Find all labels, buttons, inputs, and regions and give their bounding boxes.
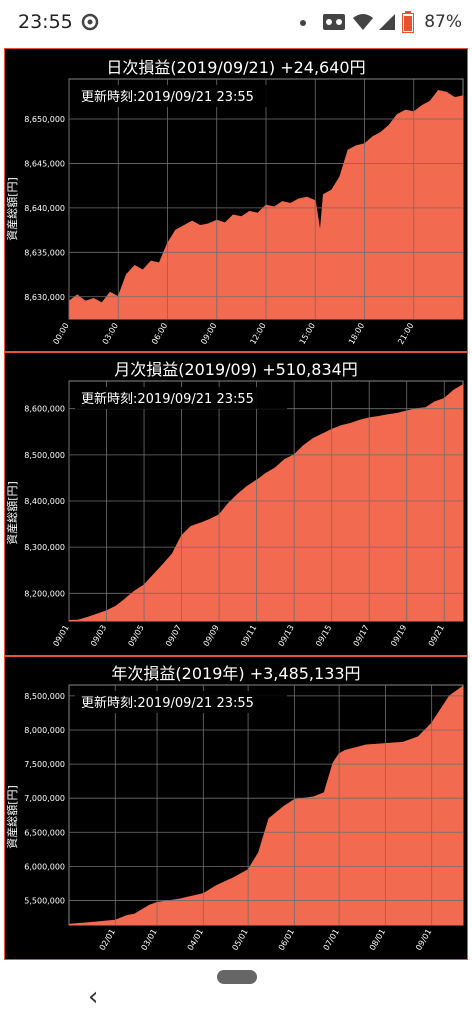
y-axis-label: 資産総額[円] — [5, 177, 19, 241]
daily-chart-panel: 日次損益(2019/09/21) +24,640円 資産総額[円] 8,630,… — [4, 48, 468, 352]
status-time: 23:55 — [18, 11, 73, 33]
yearly-chart-panel: 年次損益(2019年) +3,485,133円 資産総額[円] 5,500,00… — [4, 656, 468, 960]
area-series — [68, 685, 464, 926]
x-tick-label: 12:00 — [248, 322, 267, 346]
x-tick-label: 09/17 — [352, 624, 371, 648]
update-time-label: 更新時刻:2019/09/21 23:55 — [81, 391, 254, 407]
x-tick-label: 09/03 — [89, 624, 108, 648]
y-tick-label: 5,500,000 — [24, 896, 65, 905]
x-tick-label: 06:00 — [150, 322, 169, 346]
yearly-pnl-chart: 年次損益(2019年) +3,485,133円 資産総額[円] 5,500,00… — [5, 664, 464, 952]
update-time-label: 更新時刻:2019/09/21 23:55 — [81, 89, 254, 105]
y-tick-label: 8,400,000 — [24, 497, 65, 506]
x-tick-label: 09/21 — [427, 624, 446, 648]
y-tick-label: 8,500,000 — [24, 692, 65, 701]
x-tick-label: 09/05 — [126, 624, 145, 648]
y-tick-label: 8,645,000 — [24, 159, 65, 168]
area-series — [68, 383, 464, 622]
x-tick-label: 09/07 — [164, 624, 183, 648]
x-tick-label: 04/01 — [186, 928, 205, 952]
subtitle-box — [75, 85, 287, 107]
x-tick-label: 09/13 — [277, 624, 296, 648]
battery-percent: 87% — [424, 12, 462, 32]
y-tick-label: 7,500,000 — [24, 760, 65, 769]
chart-title: 月次損益(2019/09) +510,834円 — [114, 360, 358, 379]
monthly-chart-panel: 月次損益(2019/09) +510,834円 資産総額[円] 8,200,00… — [4, 352, 468, 656]
chart-title: 日次損益(2019/09/21) +24,640円 — [106, 58, 365, 77]
x-tick-label: 21:00 — [396, 322, 415, 346]
x-tick-label: 06/01 — [277, 928, 296, 952]
daily-pnl-chart: 日次損益(2019/09/21) +24,640円 資産総額[円] 8,630,… — [5, 58, 464, 346]
monthly-pnl-chart: 月次損益(2019/09) +510,834円 資産総額[円] 8,200,00… — [5, 360, 464, 648]
x-tick-label: 09/01 — [51, 624, 70, 648]
y-axis-label: 資産総額[円] — [5, 785, 19, 849]
sync-icon — [81, 13, 99, 31]
y-tick-label: 6,000,000 — [24, 862, 65, 871]
y-axis-label: 資産総額[円] — [5, 481, 19, 545]
subtitle-box — [75, 691, 287, 713]
battery-icon — [402, 11, 414, 33]
x-tick-label: 03:00 — [101, 322, 120, 346]
x-tick-label: 02/01 — [98, 928, 117, 952]
x-tick-label: 09:00 — [199, 322, 218, 346]
x-tick-label: 09/09 — [202, 624, 221, 648]
dot-icon — [300, 20, 306, 26]
update-time-label: 更新時刻:2019/09/21 23:55 — [81, 695, 254, 711]
x-tick-label: 05/01 — [230, 928, 249, 952]
status-bar: 23:55 87% — [0, 0, 472, 46]
subtitle-box — [75, 387, 287, 409]
y-tick-label: 8,600,000 — [24, 405, 65, 414]
wifi-icon — [353, 14, 373, 30]
x-tick-label: 00:00 — [51, 322, 70, 346]
x-tick-label: 09/19 — [389, 624, 408, 648]
x-tick-label: 09/15 — [314, 624, 333, 648]
x-tick-label: 18:00 — [347, 322, 366, 346]
y-tick-label: 8,300,000 — [24, 543, 65, 552]
home-button[interactable] — [217, 970, 257, 984]
y-tick-label: 8,650,000 — [24, 115, 65, 124]
y-tick-label: 8,630,000 — [24, 293, 65, 302]
y-tick-label: 6,500,000 — [24, 828, 65, 837]
y-tick-label: 8,200,000 — [24, 589, 65, 598]
y-tick-label: 8,000,000 — [24, 726, 65, 735]
x-tick-label: 08/01 — [368, 928, 387, 952]
x-tick-label: 09/11 — [239, 624, 258, 648]
x-tick-label: 07/01 — [322, 928, 341, 952]
y-tick-label: 8,640,000 — [24, 204, 65, 213]
signal-icon — [379, 14, 395, 30]
x-tick-label: 03/01 — [139, 928, 158, 952]
voicemail-icon — [323, 14, 345, 30]
y-tick-label: 8,635,000 — [24, 248, 65, 257]
x-tick-label: 15:00 — [298, 322, 317, 346]
chart-title: 年次損益(2019年) +3,485,133円 — [111, 664, 360, 683]
y-tick-label: 7,000,000 — [24, 794, 65, 803]
back-button[interactable]: ‹ — [88, 982, 99, 1012]
y-tick-label: 8,500,000 — [24, 451, 65, 460]
x-tick-label: 09/01 — [414, 928, 433, 952]
